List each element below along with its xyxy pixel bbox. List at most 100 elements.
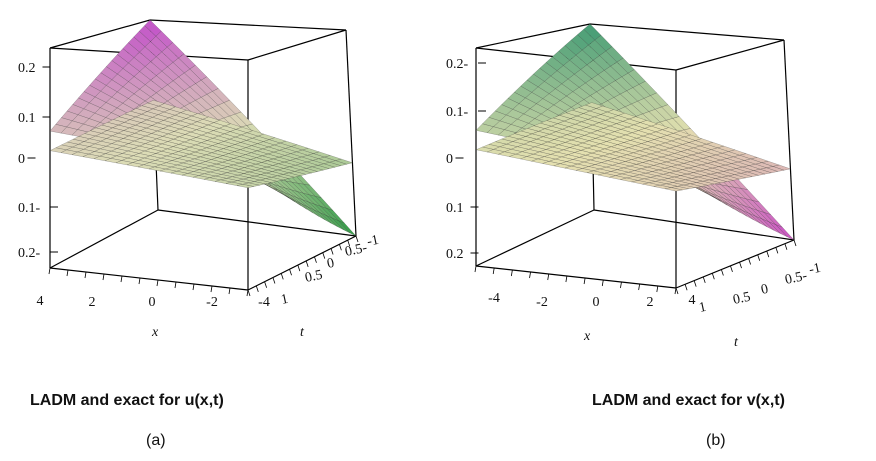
box-edge-left-bottom — [49, 209, 159, 269]
z-tick-label: 0.2- — [18, 246, 41, 261]
surface-plot-v: 0.2- 0.1- 0 0.1 0.2 -4 -2 0 2 4 1 0.5 0 0.5- -1 x t — [446, 23, 822, 350]
x-tick-mark — [529, 271, 531, 279]
surface-2 — [475, 102, 792, 192]
t-tick-label: 0.5- — [344, 241, 369, 260]
x-tick-mark — [583, 277, 586, 285]
surface-plot-u: 0.20.100.1-0.2-4 2 0 -2 -4 10.500.5--1x t — [18, 19, 380, 340]
surface-2 — [49, 100, 354, 188]
t-tick-label: 0.5 — [732, 290, 752, 308]
x-tick-mark — [246, 289, 249, 297]
box-edge-back-top — [589, 23, 785, 41]
t-tick-mark — [766, 250, 770, 258]
box-edge-left-bottom — [475, 209, 595, 267]
t-tick-mark — [684, 284, 688, 291]
t-tick-mark — [784, 243, 788, 250]
x-tick-label: 2 — [89, 295, 96, 310]
box-edge-back-bottom — [157, 209, 357, 237]
t-tick-mark — [702, 276, 706, 284]
t-tick-mark — [305, 260, 309, 268]
t-tick-mark — [730, 265, 733, 272]
t-tick-label: 0 — [326, 256, 336, 272]
box-edge-right-bottom — [247, 235, 357, 291]
x-tick-mark — [674, 287, 677, 295]
x-tick-mark — [210, 285, 213, 293]
t-axis-label: t — [734, 335, 739, 350]
z-tick-label: 0.2- — [446, 57, 469, 72]
figure-a: 0.2 0.1 0 0.1- 0.2- 4 2 0 -2 -4 1 0.5 0 0.5- -1 x t LADM… — [18, 19, 380, 449]
x-tick-mark — [547, 273, 550, 281]
box-edge-right-bottom — [675, 239, 795, 289]
t-tick-label: 0.5 — [304, 268, 324, 286]
t-tick-mark — [693, 280, 697, 287]
x-tick-mark — [192, 283, 195, 291]
box-edge-left-top — [49, 19, 151, 49]
z-tick-label: 0 — [446, 152, 453, 167]
box-edge-right-vertical — [345, 29, 357, 237]
t-tick-mark — [347, 240, 351, 247]
x-tick-label: 0 — [593, 295, 600, 310]
tick-labels: 0.2- 0.1- 0 0.1 0.2 -4 -2 0 2 4 1 0.5 0 0.5- -1 — [446, 57, 822, 316]
x-tick-label: -4 — [488, 291, 500, 306]
x-axis-label: x — [583, 329, 591, 344]
t-tick-mark — [255, 285, 259, 292]
t-axis-label: t — [300, 325, 305, 340]
caption-v: LADM and exact for v(x,t) — [592, 392, 785, 409]
z-tick-label: 0.1- — [18, 201, 41, 216]
t-tick-mark — [355, 235, 359, 243]
box-edge-right-top — [675, 39, 785, 71]
z-tick-label: 0 — [18, 152, 25, 167]
t-tick-label: 0 — [760, 282, 770, 298]
t-tick-mark — [264, 281, 267, 288]
x-tick-mark — [656, 285, 659, 293]
x-tick-mark — [174, 281, 177, 289]
x-axis-label: x — [151, 325, 159, 340]
x-tick-mark — [474, 265, 477, 273]
x-tick-mark — [510, 269, 513, 277]
sublabel-a: (a) — [146, 432, 166, 449]
x-tick-mark — [638, 283, 641, 291]
t-tick-mark — [297, 264, 301, 272]
box-edge-front-bottom — [49, 267, 249, 291]
box-edge-front-bottom — [475, 265, 677, 289]
t-tick-mark — [793, 239, 797, 247]
x-tick-mark — [492, 267, 495, 275]
x-tick-mark — [66, 269, 69, 277]
t-tick-mark — [675, 287, 679, 295]
x-tick-mark — [120, 275, 123, 283]
x-tick-label: 4 — [37, 294, 44, 309]
surface-cell — [236, 184, 254, 188]
t-tick-label: -1 — [808, 261, 823, 278]
z-tick-label: 0.1 — [446, 201, 464, 216]
z-tick-label: 0.1 — [18, 111, 36, 126]
box-edge-back-bottom — [593, 209, 795, 241]
t-tick-mark — [339, 244, 342, 251]
box-edge-left-top — [475, 23, 591, 49]
t-tick-mark — [314, 256, 317, 263]
t-tick-label: -1 — [366, 233, 381, 250]
x-tick-mark — [601, 279, 604, 287]
caption-u: LADM and exact for u(x,t) — [30, 392, 224, 409]
x-tick-mark — [156, 279, 159, 287]
x-tick-mark — [102, 273, 105, 281]
box-edge-right-top — [247, 29, 347, 61]
x-tick-mark — [565, 275, 568, 283]
sublabel-b: (b) — [706, 432, 726, 449]
x-tick-mark — [84, 271, 87, 279]
t-tick-mark — [322, 252, 326, 259]
x-tick-mark — [48, 267, 51, 275]
figure-b: 0.2- 0.1- 0 0.1 0.2 -4 -2 0 2 4 1 0.5 0 0.5- -1 x t LADM… — [438, 0, 876, 461]
tick-labels: 0.20.100.1-0.2-4 2 0 -2 -4 10.500.5--1 — [18, 61, 380, 310]
t-tick-mark — [711, 273, 715, 280]
x-tick-label: -2 — [536, 295, 548, 310]
x-tick-label: -2 — [206, 295, 218, 310]
t-tick-mark — [280, 273, 284, 280]
t-tick-mark — [739, 262, 742, 269]
x-tick-mark — [138, 277, 141, 285]
surface-cell — [664, 187, 683, 192]
t-tick-mark — [721, 269, 724, 276]
t-tick-mark — [775, 247, 779, 254]
z-tick-label: 0.2 — [446, 247, 464, 262]
t-tick-mark — [757, 254, 761, 261]
box-edge-back-top — [149, 19, 347, 31]
t-tick-label: 1 — [698, 300, 708, 316]
